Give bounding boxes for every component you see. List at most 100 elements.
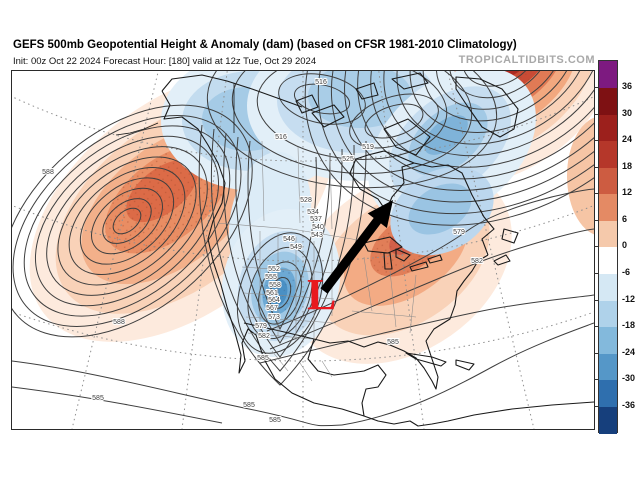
- colorbar-tick: [594, 299, 598, 301]
- contour-ring: [370, 71, 594, 168]
- init-forecast-line: Init: 00z Oct 22 2024 Forecast Hour: [18…: [13, 56, 317, 67]
- contour-label: 537: [310, 216, 322, 223]
- colorbar-label: -30: [622, 373, 636, 384]
- contour-label: 582: [258, 333, 270, 340]
- colorbar-label: -6: [622, 267, 631, 278]
- contour-label: 585: [269, 417, 281, 424]
- contour-label: 564: [268, 297, 280, 304]
- colorbar-tick: [594, 246, 598, 248]
- colorbar-tick: [594, 352, 598, 354]
- contour-ring: [448, 71, 552, 99]
- contour-label: 579: [453, 229, 465, 236]
- graticule-grid: [12, 71, 594, 429]
- colorbar-tick: [594, 405, 598, 407]
- contour-ring: [396, 71, 594, 145]
- contour-ring: [57, 156, 197, 286]
- low-marker: L: [307, 270, 336, 319]
- contour-ring: [330, 71, 594, 203]
- colorbar-label: 18: [622, 160, 633, 171]
- contour-label: 579: [255, 323, 267, 330]
- contour-label: 534: [307, 209, 319, 216]
- contour-ring: [12, 115, 242, 327]
- colorbar-tick: [594, 113, 598, 115]
- colorbar-tick: [594, 166, 598, 168]
- colorbar-label: -24: [622, 346, 636, 357]
- height-contours: [12, 71, 594, 427]
- contour-label: 516: [275, 134, 287, 141]
- contour-ring: [383, 71, 594, 157]
- contour-ring: [357, 71, 594, 180]
- contour-label: 588: [113, 319, 125, 326]
- contour-ring: [34, 135, 220, 307]
- contour-ring: [46, 146, 208, 296]
- colorbar-segment: [599, 114, 617, 142]
- contour-label: 549: [290, 244, 302, 251]
- contour-ring: [12, 104, 253, 338]
- contour-ring: [102, 198, 152, 244]
- contour-label: 561: [266, 290, 278, 297]
- colorbar-segment: [599, 406, 617, 434]
- colorbar-label: -12: [622, 293, 636, 304]
- contour-label: 546: [283, 236, 295, 243]
- colorbar-tick: [594, 193, 598, 195]
- colorbar-segment: [599, 247, 617, 275]
- colorbar-tick: [594, 379, 598, 381]
- colorbar-segment: [599, 353, 617, 381]
- contour-label: 585: [257, 355, 269, 362]
- contour-label: 543: [311, 232, 323, 239]
- colorbar-segment: [599, 327, 617, 354]
- contour-label: 585: [92, 395, 104, 402]
- contour-label: 573: [268, 314, 280, 321]
- colorbar-segment: [599, 274, 617, 301]
- site-watermark: TROPICALTIDBITS.COM: [458, 54, 595, 66]
- colorbar-label: 24: [622, 134, 633, 145]
- contour-ring: [79, 177, 175, 265]
- contour-label: 567: [266, 305, 278, 312]
- contour-ring: [112, 207, 142, 235]
- colorbar-segment: [599, 167, 617, 195]
- colorbar-segment: [599, 88, 617, 115]
- chart-title: GEFS 500mb Geopotential Height & Anomaly…: [13, 39, 517, 51]
- contour-label: 582: [471, 258, 483, 265]
- contour-ring: [317, 71, 594, 215]
- colorbar-label: -18: [622, 320, 636, 331]
- colorbar-label: 0: [622, 240, 628, 251]
- colorbar-tick: [594, 273, 598, 275]
- colorbar-tick: [594, 326, 598, 328]
- colorbar-segment: [599, 61, 617, 88]
- colorbar-segment: [599, 141, 617, 168]
- map-canvas: 588 588 585 585 585 585 585 582 582 579 579 573 567 5…: [11, 70, 595, 430]
- coastlines: [115, 72, 594, 427]
- contour-label: 555: [265, 274, 277, 281]
- contour-label: 525: [342, 156, 354, 163]
- state-borders: [216, 140, 417, 382]
- anomaly-colorbar: [598, 60, 618, 434]
- contour-label: 558: [269, 282, 281, 289]
- contour-label: 585: [243, 402, 255, 409]
- contour-ring: [409, 71, 591, 133]
- colorbar-label: -36: [622, 399, 636, 410]
- contour-ring: [91, 187, 163, 255]
- contour-ring: [462, 71, 538, 87]
- colorbar-label: 36: [622, 81, 633, 91]
- contour-ring: [435, 71, 565, 110]
- contour-label: 528: [300, 197, 312, 204]
- contour-label: 519: [362, 144, 374, 151]
- colorbar-segment: [599, 300, 617, 328]
- contour-ring: [68, 166, 186, 276]
- contour-ring: [23, 125, 231, 317]
- contour-ring: [422, 71, 578, 122]
- colorbar-segment: [599, 380, 617, 407]
- colorbar-tick: [594, 87, 598, 88]
- contour-ring: [344, 71, 594, 191]
- contour-label: 552: [268, 266, 280, 273]
- colorbar-tick: [594, 219, 598, 221]
- colorbar-segment: [599, 220, 617, 248]
- contour-label: 516: [315, 79, 327, 86]
- contour-labels: 5885885855855855855855825825795795735675…: [41, 78, 484, 425]
- colorbar-segment: [599, 194, 617, 221]
- contour-label: 588: [42, 169, 54, 176]
- contour-label: 585: [387, 339, 399, 346]
- colorbar-label: 30: [622, 107, 633, 118]
- colorbar-label: 12: [622, 187, 633, 198]
